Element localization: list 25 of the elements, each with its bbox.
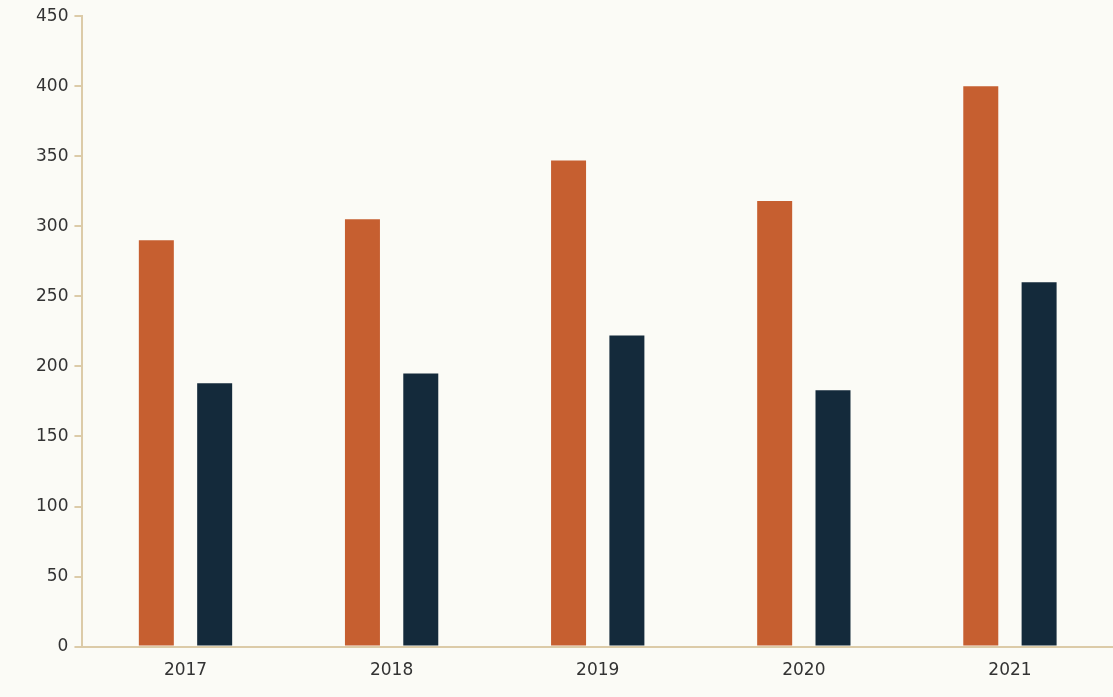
- x-tick-label: 2020: [782, 659, 826, 680]
- bar: [138, 240, 174, 646]
- bar: [403, 373, 439, 646]
- bar: [197, 383, 233, 646]
- x-tick-label: 2021: [988, 659, 1032, 680]
- y-tick-label: 0: [57, 635, 69, 656]
- bar: [1021, 282, 1057, 646]
- bar: [344, 219, 380, 646]
- y-tick-label: 150: [35, 424, 69, 445]
- y-tick-label: 50: [46, 564, 69, 585]
- bar: [551, 160, 587, 646]
- x-tick-label: 2017: [163, 659, 208, 680]
- y-tick-label: 250: [35, 284, 69, 305]
- y-tick-label: 450: [35, 4, 69, 25]
- bar: [963, 86, 999, 646]
- bar: [609, 335, 645, 646]
- y-tick-label: 100: [35, 494, 69, 515]
- bar: [815, 390, 851, 646]
- y-tick-label: 350: [35, 144, 69, 165]
- y-tick-label: 300: [35, 214, 69, 235]
- bar: [757, 201, 793, 646]
- y-tick-label: 400: [35, 74, 69, 95]
- x-tick-label: 2018: [369, 659, 414, 680]
- x-tick-label: 2019: [576, 659, 620, 680]
- y-tick-label: 200: [35, 354, 69, 375]
